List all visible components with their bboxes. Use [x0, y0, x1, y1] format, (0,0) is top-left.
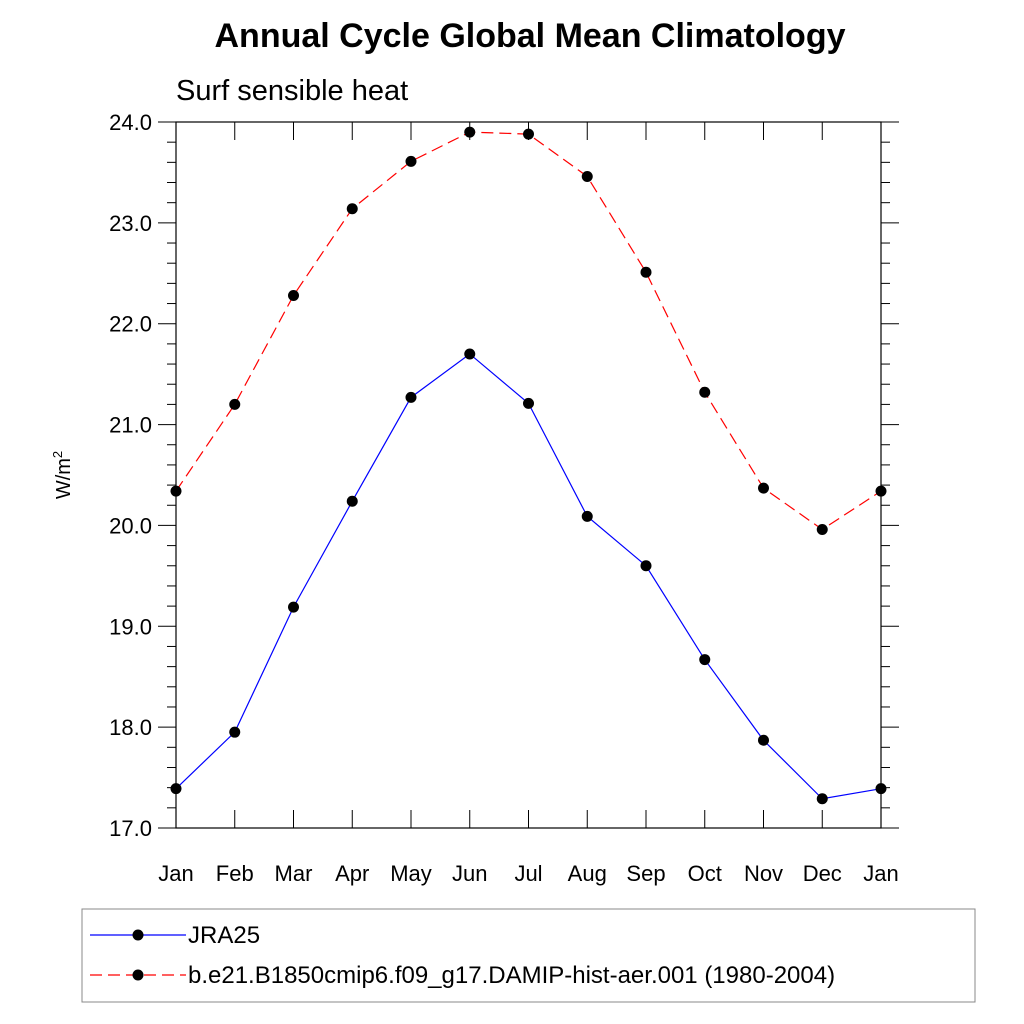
legend-label-1: JRA25 — [188, 922, 260, 949]
x-tick-label: Sep — [626, 861, 665, 886]
x-tick-label: Apr — [335, 861, 369, 886]
legend-box — [81, 908, 976, 1003]
y-tick-label: 21.0 — [109, 413, 152, 438]
legend: JRA25 b.e21.B1850cmip6.f09_g17.DAMIP-hist… — [81, 908, 976, 1003]
series-2-point — [875, 485, 887, 497]
series-1-point — [288, 601, 299, 613]
y-tick-label: 19.0 — [109, 614, 152, 639]
y-tick-label: 23.0 — [109, 211, 152, 236]
series-2-point — [699, 386, 711, 398]
y-tick-label: 20.0 — [109, 513, 152, 538]
series-line-2 — [175, 131, 882, 531]
x-tick-label: Jan — [863, 861, 898, 886]
series-line-1 — [175, 353, 882, 800]
series-2-point — [405, 155, 417, 167]
x-tick-label: Nov — [744, 861, 783, 886]
series-2-point — [229, 398, 241, 410]
chart-subtitle: Surf sensible heat — [176, 75, 408, 107]
x-tick-label: Jan — [158, 861, 193, 886]
plot-area: 17.0 18.0 19.0 20.0 21.0 22.0 23.0 24.0 Jan Feb Ma… — [109, 110, 899, 886]
series-1-point — [875, 783, 887, 795]
series-1-point — [170, 783, 182, 795]
x-tick-label: Feb — [216, 861, 254, 886]
series-2-point — [464, 126, 476, 138]
x-tick-label: Jul — [514, 861, 542, 886]
series-1-point — [816, 793, 828, 805]
series-2-point — [346, 203, 358, 215]
y-axis-label-superscript: 2 — [50, 451, 65, 458]
y-tick-label: 22.0 — [109, 312, 152, 337]
y-axis-label: W/m2 — [50, 451, 75, 499]
x-tick-label: Dec — [803, 861, 842, 886]
series-2-point — [170, 485, 182, 497]
series-1-point — [346, 495, 358, 507]
series-2-point — [523, 128, 534, 140]
y-axis-label-main: W/m — [53, 458, 75, 499]
x-tick-label: Jun — [452, 861, 487, 886]
x-tick-label: Aug — [568, 861, 607, 886]
legend-label-2: b.e21.B1850cmip6.f09_g17.DAMIP-hist-aer.… — [188, 962, 835, 989]
x-tick-label: Oct — [688, 861, 722, 886]
plot-frame — [175, 121, 882, 829]
chart-title: Annual Cycle Global Mean Climatology — [215, 17, 846, 55]
series-1-point — [229, 726, 241, 738]
series-1-point — [523, 397, 534, 409]
legend-marker-2 — [132, 969, 144, 981]
legend-marker-1 — [132, 929, 144, 941]
series-2-point — [581, 170, 593, 182]
series-2-point — [758, 482, 769, 494]
series-2-point — [288, 289, 299, 301]
y-tick-label: 17.0 — [109, 816, 152, 841]
x-tick-label: Mar — [275, 861, 313, 886]
y-tick-label: 24.0 — [109, 110, 152, 135]
series-1-point — [758, 734, 769, 746]
series-2-point — [816, 523, 828, 535]
series-1-point — [640, 560, 652, 572]
y-tick-label: 18.0 — [109, 715, 152, 740]
series-2-point — [640, 266, 652, 278]
x-tick-label: May — [390, 861, 432, 886]
series-1-point — [405, 391, 417, 403]
series-1-point — [464, 348, 476, 360]
series-1-point — [699, 654, 711, 666]
series-1-point — [581, 510, 593, 522]
